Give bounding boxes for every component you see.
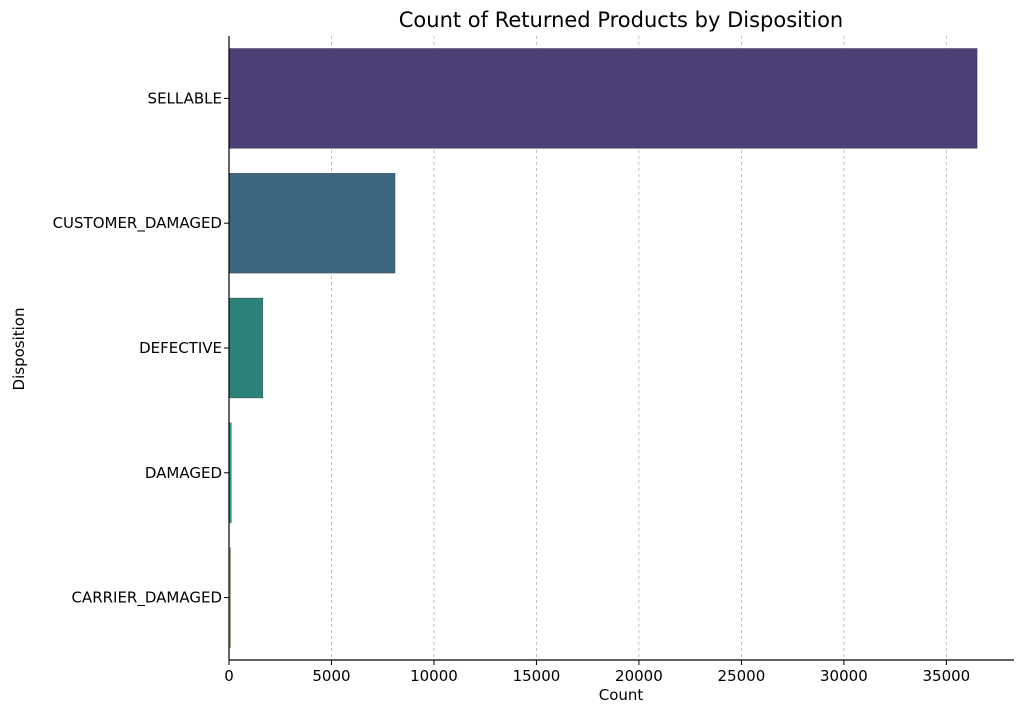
x-tick-label: 10000 (410, 667, 458, 685)
y-axis-label: Disposition (10, 308, 28, 391)
x-axis-label: Count (599, 686, 644, 704)
bar-customer-damaged (228, 172, 396, 274)
y-category-label: CUSTOMER_DAMAGED (53, 214, 222, 233)
y-category-label: DEFECTIVE (139, 339, 222, 357)
bar-defective (228, 297, 264, 399)
chart-title: Count of Returned Products by Dispositio… (399, 8, 843, 32)
y-category-label: SELLABLE (148, 89, 222, 107)
x-tick-label: 15000 (513, 667, 561, 685)
y-category-label: CARRIER_DAMAGED (71, 589, 222, 608)
x-tick-labels: 0 5000 10000 15000 20000 25000 30000 35000 (224, 667, 970, 685)
axes (224, 36, 1014, 665)
x-tick-label: 30000 (820, 667, 868, 685)
x-tick-label: 35000 (923, 667, 971, 685)
x-tick-label: 20000 (615, 667, 663, 685)
y-category-label: DAMAGED (145, 464, 222, 482)
y-category-labels: SELLABLE CUSTOMER_DAMAGED DEFECTIVE DAMAGED… (53, 89, 222, 607)
x-tick-label: 25000 (718, 667, 766, 685)
x-tick-label: 0 (224, 667, 234, 685)
bars (228, 48, 978, 648)
x-tick-label: 5000 (312, 667, 350, 685)
bar-sellable (228, 48, 978, 149)
